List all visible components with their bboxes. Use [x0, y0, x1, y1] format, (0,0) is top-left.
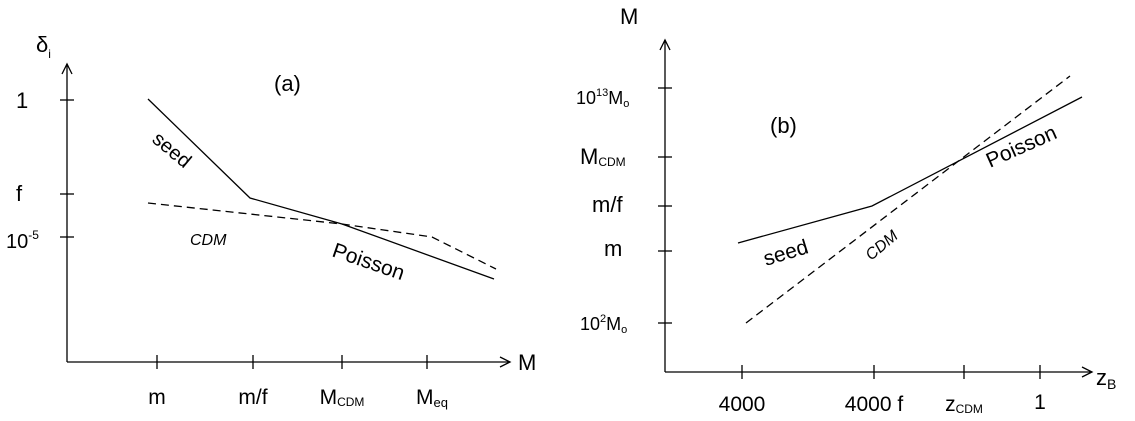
panel-b-x-axis-label: zB — [1096, 365, 1116, 392]
panel-a-cdm-label: CDM — [190, 232, 227, 249]
panel-b-seed-poisson-curve — [737, 96, 1083, 244]
panel-a-seed-label: seed — [148, 128, 195, 173]
panel-a-cdm-curve — [147, 202, 497, 270]
panel-b-y-tick-label-1e2: 102Mo — [580, 313, 627, 336]
panel-b-x-arrow — [1081, 366, 1094, 378]
panel-a-y-tick-label-1e-5: 10-5 — [6, 228, 39, 253]
panel-b-label: (b) — [770, 113, 797, 138]
panel-a-x-tick-label-mcdm: MCDM — [320, 386, 365, 409]
panel-a-y-tick-label-f: f — [16, 181, 23, 206]
panel-b-y-tick-label-m: m — [604, 236, 622, 261]
panel-b-x-tick-label-zcdm: zCDM — [945, 393, 983, 416]
panel-b-y-arrow — [659, 38, 671, 51]
panel-b-x-tick-label-1: 1 — [1034, 391, 1046, 414]
panel-a-poisson-label: Poisson — [329, 239, 407, 285]
panel-a-label: (a) — [274, 71, 301, 96]
panel-a-y-tick-label-1: 1 — [16, 88, 28, 113]
panel-b-y-tick-label-m-over-f: m/f — [592, 192, 623, 217]
panel-a-seed-poisson-curve — [147, 98, 495, 280]
panel-a-y-arrow — [61, 62, 73, 75]
panel-b-cdm-label: CDM — [863, 227, 902, 264]
panel-b-seed-label: seed — [761, 235, 811, 270]
panel-b-y-tick-label-mcdm: MCDM — [580, 144, 626, 169]
panel-b-y-tick-label-1e13: 1013Mo — [576, 87, 629, 110]
panel-b-x-tick-label-4000: 4000 — [719, 393, 766, 416]
panel-b-y-axis-label: M — [620, 4, 638, 29]
panel-a-x-tick-label-m-over-f: m/f — [238, 386, 267, 409]
panel-a-x-tick-label-m: m — [148, 386, 166, 409]
panel-b-cdm-curve — [745, 75, 1071, 324]
panel-a: δi M (a) 1 f 10-5 m m/f MCDM Meq seed CD… — [6, 32, 536, 410]
panel-a-x-axis-label: M — [518, 350, 536, 375]
panel-a-x-tick-label-meq: Meq — [416, 386, 448, 410]
panel-b-x-tick-label-4000f: 4000 f — [845, 393, 904, 416]
panel-a-y-axis-label: δi — [36, 32, 51, 61]
panel-a-x-arrow — [499, 356, 512, 368]
panel-b: M zB (b) 1013Mo MCDM m/f m 102Mo 4000 40… — [576, 4, 1116, 416]
